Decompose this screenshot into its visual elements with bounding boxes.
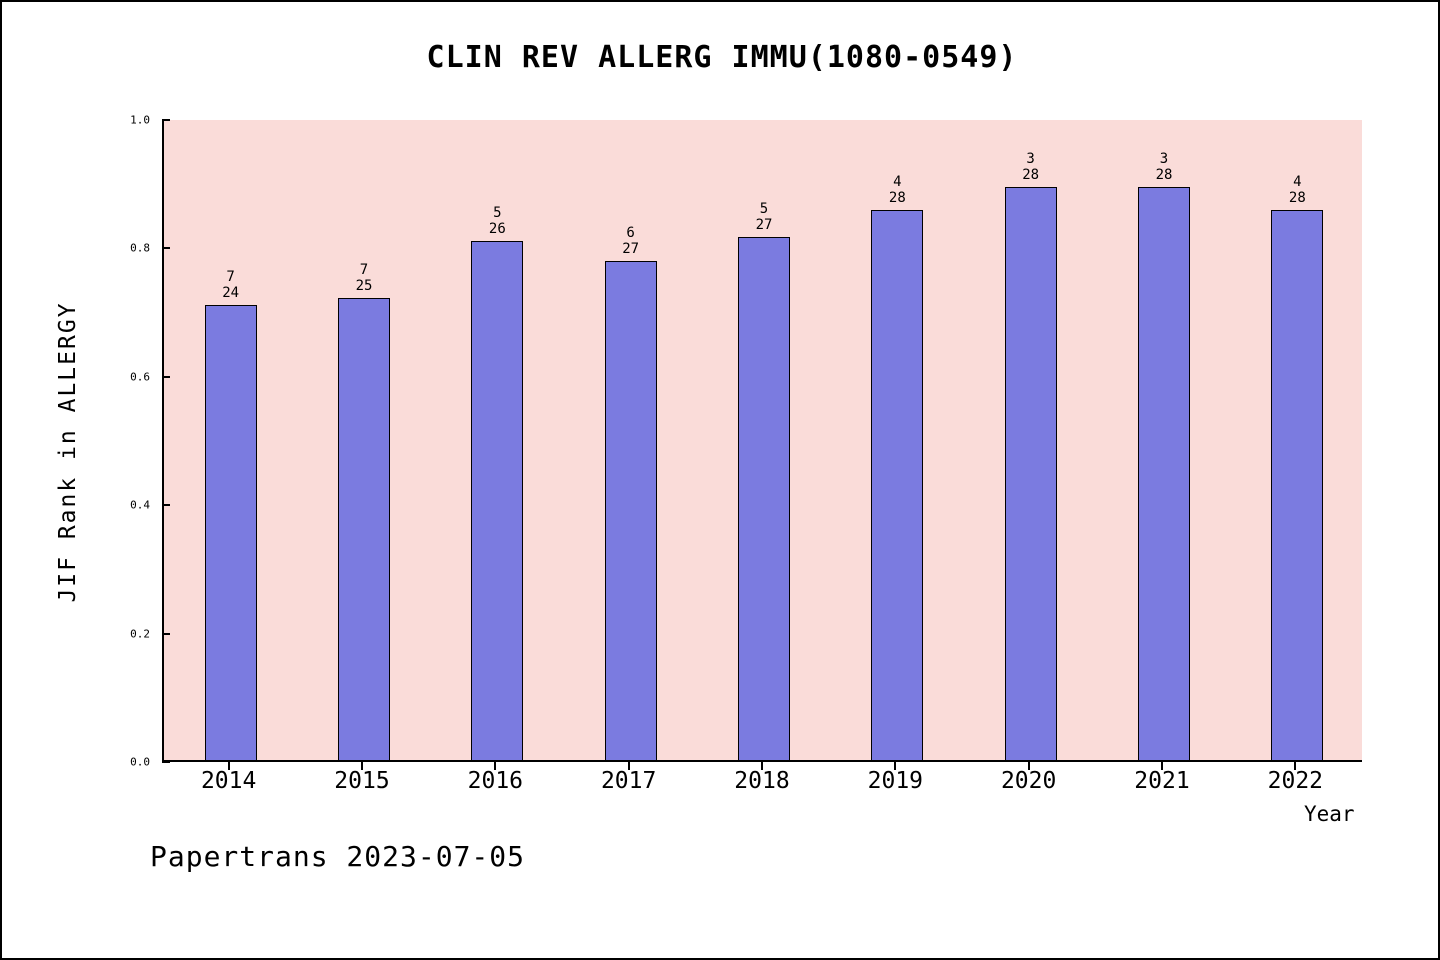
y-tick-mark	[162, 375, 170, 378]
x-tick-label-2016: 2016	[467, 768, 524, 794]
bar-2021	[1138, 187, 1190, 760]
x-tick-mark	[227, 762, 230, 770]
x-tick-label-2015: 2015	[334, 768, 390, 794]
x-tick-label-2021: 2021	[1134, 768, 1190, 794]
x-tick-mark	[1027, 762, 1030, 770]
bar-annotation-2015: 7 25	[355, 262, 373, 294]
x-tick-mark	[494, 762, 497, 770]
bar-2020	[1004, 187, 1057, 760]
x-tick-mark	[361, 762, 363, 770]
y-axis-label: JIF Rank in ALLERGY	[55, 301, 81, 603]
chart-title: CLIN REV ALLERG IMMU(1080-0549)	[426, 40, 1018, 75]
bar-annotation-2014: 7 24	[222, 269, 240, 301]
footer-watermark: Papertrans 2023-07-05	[150, 840, 526, 873]
y-tick-label-1.0: 1.0	[130, 113, 150, 127]
x-tick-label-2018: 2018	[734, 768, 790, 794]
bar-2017	[604, 261, 657, 760]
bar-annotation-2021: 3 28	[1155, 151, 1173, 183]
y-tick-mark	[162, 119, 170, 121]
y-tick-mark	[162, 632, 170, 635]
x-axis-label: Year	[1304, 802, 1355, 826]
bar-annotation-2020: 3 28	[1022, 151, 1040, 183]
bar-2018	[738, 237, 790, 760]
bar-2016	[471, 241, 524, 760]
y-tick-label-0.6: 0.6	[130, 370, 150, 384]
x-tick-mark	[627, 762, 630, 770]
x-tick-label-2017: 2017	[600, 768, 657, 794]
x-tick-label-2020: 2020	[1000, 768, 1057, 794]
y-tick-mark	[162, 504, 170, 507]
y-tick-label-0.2: 0.2	[130, 627, 150, 641]
x-tick-mark	[1161, 762, 1163, 770]
x-tick-label-2022: 2022	[1267, 768, 1324, 794]
y-tick-mark	[162, 247, 170, 250]
x-tick-label-2014: 2014	[200, 768, 257, 794]
x-tick-label-2019: 2019	[867, 768, 924, 794]
x-tick-mark	[1294, 762, 1297, 770]
bar-2022	[1271, 210, 1324, 760]
bar-2019	[871, 210, 924, 760]
y-tick-label-0.0: 0.0	[130, 755, 150, 769]
x-tick-mark	[894, 762, 897, 770]
bar-annotation-2019: 4 28	[888, 174, 906, 206]
bar-2015	[338, 298, 390, 760]
bar-annotation-2017: 6 27	[622, 225, 640, 257]
plot-area: 7 24 7 25 5 26 6 27 5 27 4 28 3 28 3 28 4 28	[162, 120, 1362, 762]
y-tick-label-0.4: 0.4	[130, 498, 150, 512]
bar-annotation-2018: 5 27	[755, 201, 773, 233]
bar-2014	[204, 305, 257, 760]
y-tick-label-0.8: 0.8	[130, 241, 150, 255]
bar-annotation-2016: 5 26	[488, 205, 506, 237]
bar-annotation-2022: 4 28	[1288, 174, 1306, 206]
x-tick-mark	[761, 762, 763, 770]
y-tick-mark	[162, 761, 170, 763]
